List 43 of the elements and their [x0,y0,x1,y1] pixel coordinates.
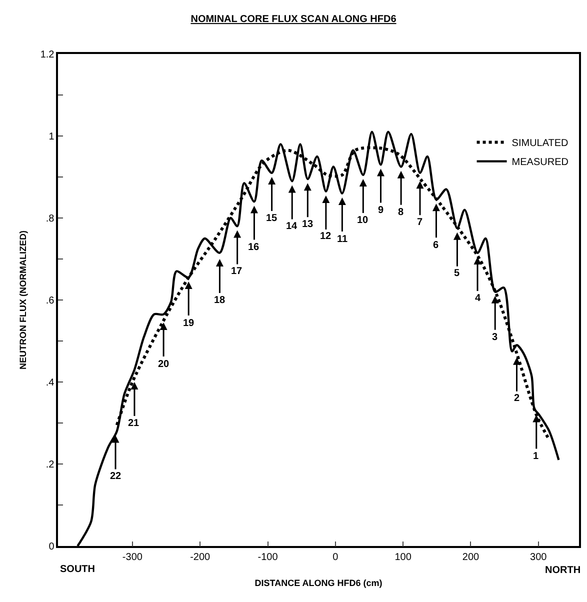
annotation: 3 [492,332,498,343]
x-tick-label: 200 [462,552,480,563]
annotation: 12 [320,231,332,242]
annotation: 1 [533,451,539,462]
x-tick-label: -300 [122,552,143,563]
y-axis-title: NEUTRON FLUX (NORMALIZED) [18,230,28,370]
annotation: 16 [248,242,260,253]
y-tick-label: 0 [48,542,55,552]
x-tick-label: 0 [332,552,339,563]
y-tick-label: .2 [46,460,55,470]
y-tick-label: .8 [46,214,55,224]
annotation: 22 [110,471,122,482]
annotation: 13 [302,219,314,230]
annotation: 18 [214,295,226,306]
annotation: 14 [286,221,298,232]
annotation: 20 [158,359,170,370]
x-tick-label: -100 [258,552,278,563]
annotation: 5 [454,268,460,279]
x-axis-title: DISTANCE ALONG HFD6 (cm) [254,578,382,588]
x-tick-label: 300 [530,552,548,563]
annotation: 2 [514,393,520,404]
legend-label: MEASURED [512,157,568,168]
y-tick-label: .6 [46,296,55,306]
text: SOUTH [60,564,95,575]
annotation: 7 [417,217,423,228]
annotation: 19 [183,318,195,329]
annotation: 6 [433,240,439,251]
annotation: 15 [266,213,278,224]
y-tick-label: 1 [48,132,55,142]
annotation: 21 [128,418,140,429]
annotation: 9 [378,205,384,216]
text: NORTH [545,565,581,576]
legend-label: SIMULATED [512,138,568,150]
x-tick-label: -200 [190,552,211,563]
y-tick-label: 1.2 [40,50,55,60]
annotation: 17 [231,266,243,277]
annotation: 4 [475,293,481,304]
y-tick-label: .4 [46,378,55,388]
annotation: 8 [398,207,404,218]
chart-title: NOMINAL CORE FLUX SCAN ALONG HFD6 [190,14,397,26]
x-tick-label: 100 [394,552,412,563]
annotation: 11 [337,234,348,245]
annotation: 10 [357,215,369,226]
